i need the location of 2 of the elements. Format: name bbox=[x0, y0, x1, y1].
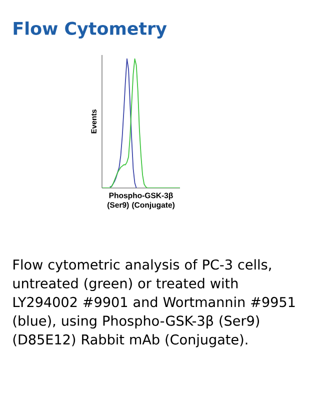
text: Flow cytometric analysis of PC-3 cells, untreated (green) or treated with LY294002 #9901 and Wortmannin #9951 (blue), using Phospho-GSK-3β (Ser9) (D85E12) Rabbit mAb (Conjugate). bbox=[13, 259, 295, 348]
chart-title: Flow Cytometry bbox=[14, 21, 167, 39]
